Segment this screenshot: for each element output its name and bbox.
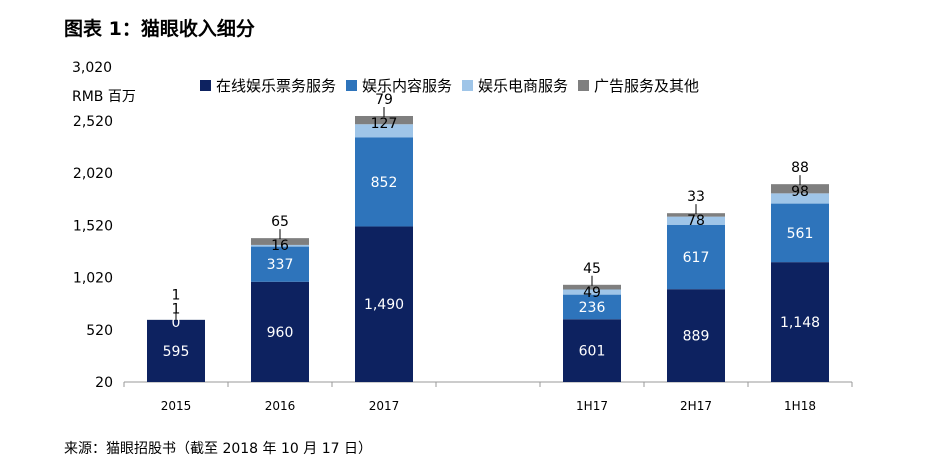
x-tick-label: 2H17 xyxy=(680,399,712,413)
legend-item-advertising: 广告服务及其他 xyxy=(578,75,699,96)
data-label: 88 xyxy=(791,160,809,176)
bar-segment xyxy=(251,244,309,247)
y-tick-label: 1,520 xyxy=(73,218,113,234)
bar-segment xyxy=(355,124,413,138)
bar-segment xyxy=(667,289,725,382)
chart-title: 图表 1：猫眼收入细分 xyxy=(64,18,255,40)
legend-swatch xyxy=(346,80,358,91)
data-label: 561 xyxy=(787,226,814,242)
data-label: 78 xyxy=(687,213,705,229)
data-label: 98 xyxy=(791,184,809,200)
x-tick-label: 2015 xyxy=(161,399,192,413)
y-tick-label: 2,520 xyxy=(73,114,113,130)
source-note: 来源：猫眼招股书（截至 2018 年 10 月 17 日） xyxy=(64,441,372,457)
data-label: 236 xyxy=(579,300,606,316)
bar-segment xyxy=(563,294,621,320)
x-tick-label: 2016 xyxy=(265,399,296,413)
x-tick-label: 1H18 xyxy=(784,399,816,413)
y-tick-label: 2,020 xyxy=(73,166,113,182)
legend-label: 在线娱乐票务服务 xyxy=(216,77,337,95)
bar-segment xyxy=(563,289,621,295)
data-label: 852 xyxy=(371,175,398,191)
legend-swatch xyxy=(578,80,590,91)
x-tick-label: 1H17 xyxy=(576,399,608,413)
bar-segment xyxy=(667,216,725,225)
bar-segment xyxy=(667,224,725,290)
bar-segment xyxy=(147,319,205,382)
legend-swatch xyxy=(462,80,474,91)
legend-swatch xyxy=(200,80,211,91)
legend-item-content: 娱乐内容服务 xyxy=(346,75,452,96)
legend-item-ticketing: 在线娱乐票务服务 xyxy=(200,75,336,96)
data-label: 1,490 xyxy=(364,297,404,313)
data-label: 33 xyxy=(687,189,705,205)
bar-segment xyxy=(251,238,309,245)
data-label: 595 xyxy=(163,344,190,360)
data-label: 65 xyxy=(271,214,289,230)
y-tick-label: 520 xyxy=(86,323,113,339)
data-label: 1 xyxy=(172,302,181,318)
bar-segment xyxy=(563,284,621,290)
bar-segment xyxy=(251,281,309,382)
y-axis-top-tick: 3,020 xyxy=(72,60,113,76)
bar-segment xyxy=(251,246,309,282)
y-tick-label: 1,020 xyxy=(73,271,113,287)
bar-segment xyxy=(771,203,829,263)
data-label: 617 xyxy=(683,250,710,266)
legend-label: 娱乐内容服务 xyxy=(362,77,453,95)
x-tick-label: 2017 xyxy=(369,399,400,413)
data-label: 0 xyxy=(172,315,181,331)
data-label: 601 xyxy=(579,344,606,360)
bar-segment xyxy=(355,115,413,125)
data-label: 49 xyxy=(583,285,601,301)
bar-segment xyxy=(355,226,413,382)
bar-segment xyxy=(667,213,725,217)
data-label: 79 xyxy=(375,92,393,108)
y-axis-unit-label: RMB 百万 xyxy=(72,89,136,105)
bar-segment xyxy=(355,137,413,227)
bar-segment xyxy=(771,262,829,382)
data-label: 960 xyxy=(267,325,294,341)
chart-legend: 在线娱乐票务服务 娱乐内容服务 娱乐电商服务 广告服务及其他 xyxy=(200,75,699,96)
bar-segment xyxy=(563,319,621,382)
data-label: 127 xyxy=(371,116,398,132)
y-tick-label: 20 xyxy=(95,375,113,391)
legend-label: 娱乐电商服务 xyxy=(478,77,569,95)
data-label: 1 xyxy=(172,288,181,304)
bar-segment xyxy=(771,193,829,204)
data-label: 337 xyxy=(267,257,294,273)
legend-item-ecommerce: 娱乐电商服务 xyxy=(462,75,568,96)
data-label: 16 xyxy=(271,238,289,254)
data-label: 45 xyxy=(583,261,601,277)
bar-segment xyxy=(771,184,829,194)
legend-label: 广告服务及其他 xyxy=(594,77,700,95)
data-label: 1,148 xyxy=(780,315,820,331)
data-label: 889 xyxy=(683,329,710,345)
